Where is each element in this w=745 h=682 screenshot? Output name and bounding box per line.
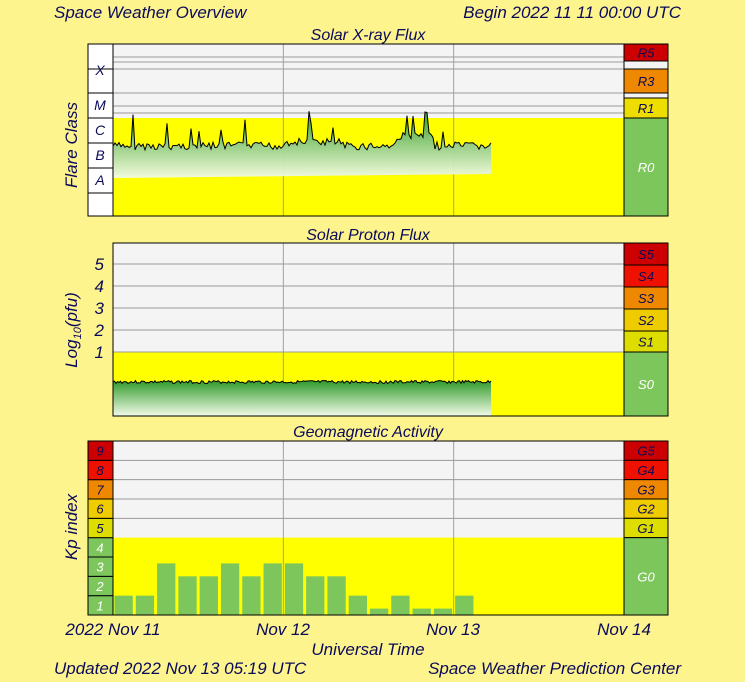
flare-class-label: X xyxy=(94,62,105,78)
kp-tick-label: 3 xyxy=(96,560,104,575)
begin-time: Begin 2022 11 11 00:00 UTC xyxy=(463,3,681,22)
flare-class-label: C xyxy=(95,122,106,138)
r-scale-cell xyxy=(623,117,669,217)
xray-ylabel: Flare Class xyxy=(62,102,81,188)
g-scale-label: G4 xyxy=(637,463,654,478)
kp-tick-label: 2 xyxy=(95,579,104,594)
kp-tick-label: 9 xyxy=(96,444,103,459)
page-title: Space Weather Overview xyxy=(54,3,248,22)
kp-bar xyxy=(199,576,218,615)
s-scale-label: S3 xyxy=(638,291,655,306)
kp-bar xyxy=(135,595,155,615)
xray-flux-area xyxy=(113,111,492,178)
kp-bar xyxy=(114,595,133,615)
g-scale-label: G3 xyxy=(637,482,655,497)
x-tick-label: Nov 13 xyxy=(426,620,480,639)
g-scale-label: G2 xyxy=(637,502,655,517)
r-scale-label: R0 xyxy=(638,160,655,175)
flare-class-column xyxy=(87,43,114,217)
proton-tick-label: 1 xyxy=(95,343,104,362)
proton-tick-label: 5 xyxy=(95,255,105,274)
s-scale-label: S4 xyxy=(638,269,654,284)
geomag-ylabel: Kp index xyxy=(62,493,81,560)
g-scale-label: G5 xyxy=(637,444,655,459)
kp-bar xyxy=(242,576,261,615)
r-scale-cell xyxy=(623,68,669,94)
kp-tick-label: 5 xyxy=(96,521,104,536)
kp-bar xyxy=(391,595,410,615)
kp-quiet-zone xyxy=(113,537,624,615)
kp-bar xyxy=(455,595,474,615)
geomag-panel: 1 2 3 4 5 6 7 8 9 G5 G4 G3 G2 G1 G0 xyxy=(87,440,669,616)
kp-tick-label: 7 xyxy=(96,482,104,497)
x-tick-label: 2022 Nov 11 xyxy=(64,620,160,639)
g-scale-label: G0 xyxy=(637,569,655,584)
kp-tick-label: 1 xyxy=(96,598,103,613)
r-scale-cell xyxy=(623,43,669,62)
proton-flux-area xyxy=(113,380,492,416)
proton-tick-label: 3 xyxy=(95,299,105,318)
r-scale-label: R1 xyxy=(638,101,655,116)
proton-flux-line xyxy=(112,379,492,385)
s-scale-label: S5 xyxy=(638,247,655,262)
flare-class-label: M xyxy=(94,97,106,113)
geomag-title: Geomagnetic Activity xyxy=(293,424,444,441)
proton-alert-zone xyxy=(113,243,624,352)
g-scale-label: G1 xyxy=(637,521,654,536)
xray-alert-zone xyxy=(113,44,624,118)
kp-bar xyxy=(263,563,282,615)
s-scale-cell xyxy=(623,351,669,417)
r-scale-label: R5 xyxy=(638,46,655,61)
kp-bar xyxy=(412,608,431,615)
s-scale-label: S2 xyxy=(638,313,655,328)
center-name: Space Weather Prediction Center xyxy=(428,659,682,678)
kp-bar xyxy=(327,576,346,615)
flare-class-label: B xyxy=(95,147,104,163)
proton-tick-label: 2 xyxy=(94,321,105,340)
proton-tick-label: 4 xyxy=(95,277,104,296)
x-tick-label: Nov 14 xyxy=(597,620,651,639)
proton-ylabel: Log10(pfu) xyxy=(62,292,84,368)
flare-class-label: A xyxy=(94,172,104,188)
updated-time: Updated 2022 Nov 13 05:19 UTC xyxy=(54,659,307,678)
proton-title: Solar Proton Flux xyxy=(306,227,431,244)
kp-bar xyxy=(348,595,367,615)
xray-flux-line xyxy=(112,111,492,152)
kp-bar xyxy=(433,608,453,615)
kp-bar xyxy=(306,576,325,615)
s-scale-label: S1 xyxy=(638,335,654,350)
g-scale-cell xyxy=(623,537,669,616)
r-scale-label: R3 xyxy=(638,74,655,89)
kp-bar xyxy=(284,563,304,615)
kp-bar xyxy=(157,563,176,615)
s-scale-label: S0 xyxy=(638,377,655,392)
kp-bar xyxy=(370,608,389,615)
kp-tick-label: 4 xyxy=(96,540,103,555)
x-tick-label: Nov 12 xyxy=(256,620,310,639)
kp-alert-zone xyxy=(113,441,624,538)
xray-title: Solar X-ray Flux xyxy=(311,27,427,44)
kp-bar xyxy=(178,576,197,615)
kp-bar xyxy=(220,563,240,615)
proton-panel: 1 2 3 4 5 S5 S4 S3 S2 S1 S0 xyxy=(94,242,669,417)
kp-tick-label: 8 xyxy=(96,463,104,478)
x-axis-title: Universal Time xyxy=(311,640,424,659)
kp-tick-label: 6 xyxy=(96,502,104,517)
